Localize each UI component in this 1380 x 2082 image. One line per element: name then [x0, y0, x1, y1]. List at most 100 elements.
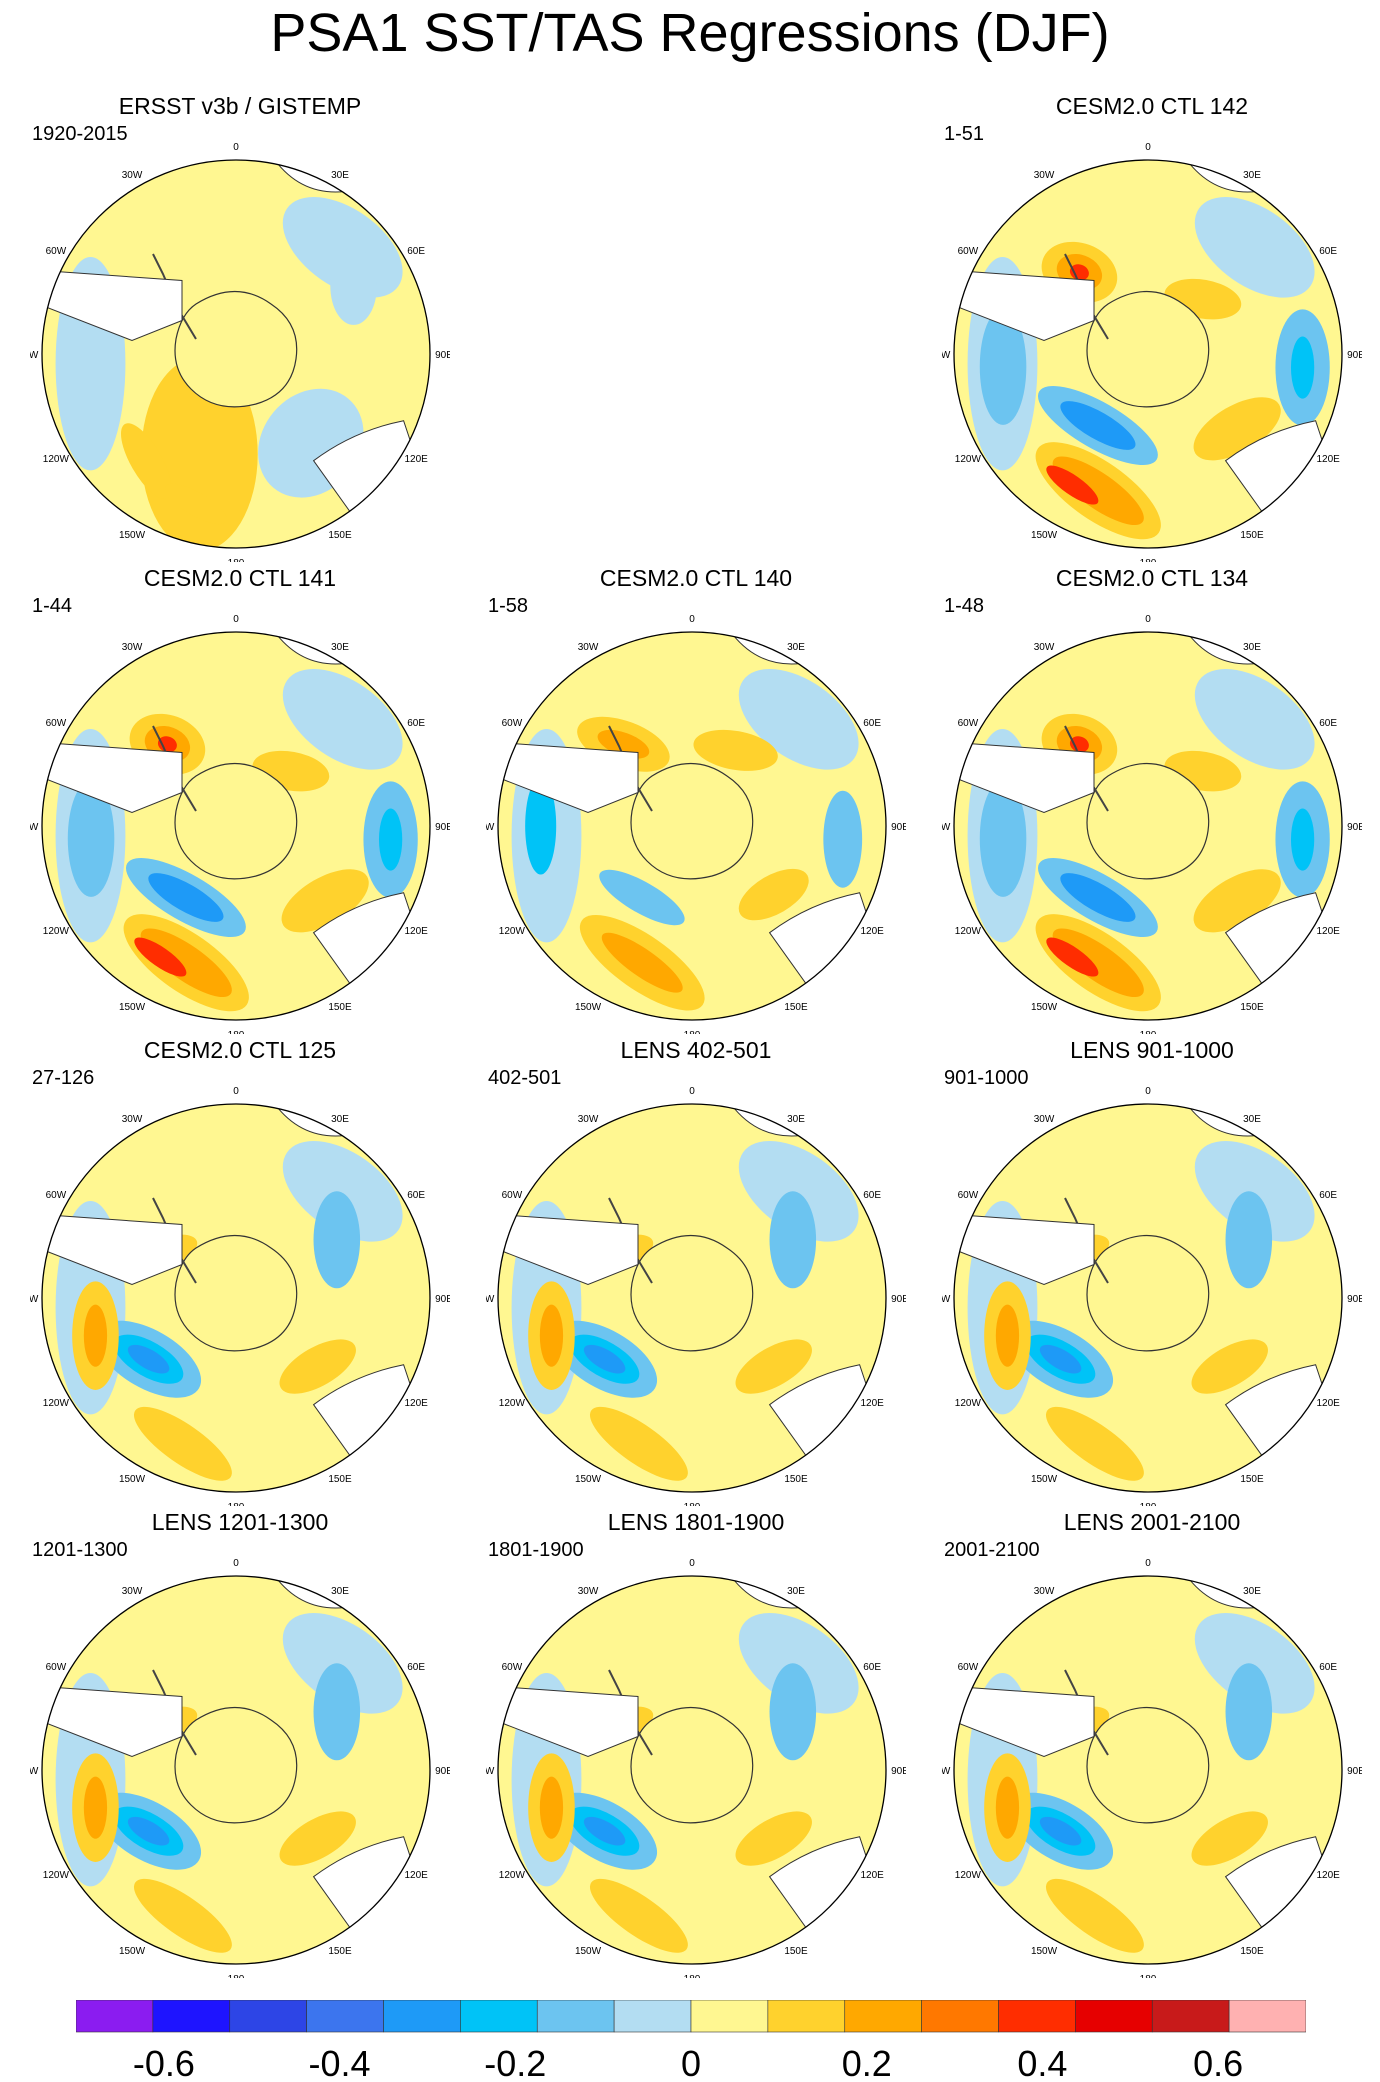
- longitude-label: 0: [233, 142, 239, 153]
- longitude-label: 150W: [1031, 1474, 1058, 1485]
- contour-region: [127, 1816, 170, 1846]
- polar-map: 0 30E 60E 90E 120E 150E 180 150W 120W 90W 60W 30W: [30, 614, 450, 1034]
- longitude-label: 60E: [1319, 1662, 1337, 1673]
- antarctica-outline: [174, 1234, 298, 1352]
- longitude-label: 120W: [499, 1870, 526, 1881]
- contour-region: [133, 1406, 232, 1481]
- longitude-label: 150W: [1031, 1946, 1058, 1957]
- colorbar-segment: [921, 2000, 999, 2033]
- longitude-label: 150W: [575, 1474, 602, 1485]
- map-panel: CESM2.0 CTL 142 0 30E 60E 90E 120E 150E 180 150W…: [942, 92, 1362, 562]
- longitude-label: 60W: [46, 1662, 67, 1673]
- longitude-label: 120E: [404, 926, 428, 937]
- colorbar-segment: [1228, 2000, 1306, 2033]
- map-panel: CESM2.0 CTL 140 0 30E 60E 90E 120E 150E 180 150W…: [486, 564, 906, 1034]
- longitude-label: 30E: [331, 642, 349, 653]
- longitude-label: 120W: [499, 1398, 526, 1409]
- contour-region: [995, 1776, 1020, 1839]
- contour-region: [597, 729, 650, 759]
- longitude-label: 60W: [502, 1190, 523, 1201]
- map-panel: ERSST v3b / GISTEMP 0 30E 60E 90E 120E 150E 180…: [30, 92, 450, 562]
- longitude-label: 120W: [955, 926, 982, 937]
- longitude-label: 60W: [46, 718, 67, 729]
- longitude-label: 30W: [122, 642, 143, 653]
- longitude-label: 150E: [328, 1002, 352, 1013]
- longitude-label: 90W: [30, 1766, 39, 1777]
- longitude-label: 90W: [942, 1766, 951, 1777]
- longitude-label: 30W: [1034, 1114, 1055, 1125]
- contour-region: [1193, 397, 1281, 461]
- longitude-label: 150E: [1240, 1474, 1264, 1485]
- contour-region: [1069, 736, 1089, 753]
- panel-title: LENS 2001-2100: [1063, 1509, 1241, 1535]
- contour-region: [769, 1663, 817, 1761]
- longitude-label: 90E: [891, 1294, 906, 1305]
- longitude-label: 150E: [328, 1474, 352, 1485]
- contour-region: [148, 873, 224, 922]
- longitude-label: 90W: [30, 822, 39, 833]
- contour-region: [157, 736, 177, 753]
- colorbar-segment: [613, 2000, 692, 2033]
- longitude-label: 60E: [863, 718, 881, 729]
- longitude-label: 30E: [787, 1114, 805, 1125]
- longitude-label: 150W: [575, 1946, 602, 1957]
- longitude-label: 180: [228, 558, 245, 562]
- longitude-label: 60E: [407, 718, 425, 729]
- longitude-label: 150W: [119, 530, 146, 541]
- antarctica-outline: [630, 762, 754, 880]
- antarctica-outline: [174, 290, 298, 408]
- panel-title: CESM2.0 CTL 141: [143, 565, 337, 591]
- longitude-label: 0: [1145, 1086, 1151, 1097]
- period-label: 1-58: [488, 595, 529, 617]
- contour-region: [83, 1776, 108, 1839]
- longitude-label: 30W: [122, 1114, 143, 1125]
- longitude-label: 120E: [1316, 454, 1340, 465]
- colorbar-tick-label: -0.4: [309, 2043, 371, 2080]
- contour-region: [1060, 401, 1136, 450]
- period-label: 1201-1300: [32, 1539, 128, 1561]
- colorbar-segment: [767, 2000, 846, 2033]
- polar-map: 0 30E 60E 90E 120E 150E 180 150W 120W 90W 60W 30W: [30, 142, 450, 562]
- polar-map: 0 30E 60E 90E 120E 150E 180 150W 120W 90W 60W 30W: [942, 614, 1362, 1034]
- longitude-label: 60W: [502, 1662, 523, 1673]
- polar-map: 0 30E 60E 90E 120E 150E 180 150W 120W 90W 60W 30W: [30, 1086, 450, 1506]
- contour-region: [83, 1304, 108, 1367]
- longitude-label: 60E: [407, 1662, 425, 1673]
- colorbar-segment: [76, 2000, 154, 2033]
- longitude-label: 90E: [1347, 1294, 1362, 1305]
- longitude-label: 120W: [43, 454, 70, 465]
- antarctica-outline: [1086, 1234, 1210, 1352]
- map-panel: CESM2.0 CTL 134 0 30E 60E 90E 120E 150E 180 150W…: [942, 564, 1362, 1034]
- contour-region: [979, 780, 1027, 897]
- longitude-label: 90E: [1347, 350, 1362, 361]
- longitude-label: 60W: [46, 1190, 67, 1201]
- contour-region: [738, 868, 809, 921]
- longitude-label: 60E: [1319, 1190, 1337, 1201]
- polar-map: 0 30E 60E 90E 120E 150E 180 150W 120W 90W 60W 30W: [486, 1086, 906, 1506]
- longitude-label: 90W: [942, 1294, 951, 1305]
- polar-map: 0 30E 60E 90E 120E 150E 180 150W 120W 90W 60W 30W: [942, 142, 1362, 562]
- contour-region: [67, 780, 115, 897]
- longitude-label: 60E: [863, 1190, 881, 1201]
- longitude-label: 150W: [575, 1002, 602, 1013]
- antarctica-outline: [1086, 762, 1210, 880]
- longitude-label: 60W: [46, 246, 67, 257]
- contour-region: [823, 790, 863, 888]
- longitude-label: 180: [1140, 1030, 1157, 1034]
- longitude-label: 0: [689, 1558, 695, 1569]
- colorbar-segment: [306, 2000, 384, 2033]
- longitude-label: 30W: [1034, 170, 1055, 181]
- contour-region: [601, 932, 683, 993]
- colorbar-tick-label: 0: [681, 2043, 701, 2080]
- longitude-label: 30E: [1243, 170, 1261, 181]
- contour-region: [599, 869, 685, 926]
- contour-region: [120, 423, 172, 499]
- longitude-label: 120E: [1316, 1870, 1340, 1881]
- contour-region: [1039, 1816, 1082, 1846]
- colorbar-segment: [1151, 2000, 1230, 2033]
- contour-region: [330, 247, 377, 325]
- contour-region: [583, 1816, 626, 1846]
- longitude-label: 0: [233, 1086, 239, 1097]
- contour-region: [134, 937, 187, 977]
- longitude-label: 120W: [955, 1870, 982, 1881]
